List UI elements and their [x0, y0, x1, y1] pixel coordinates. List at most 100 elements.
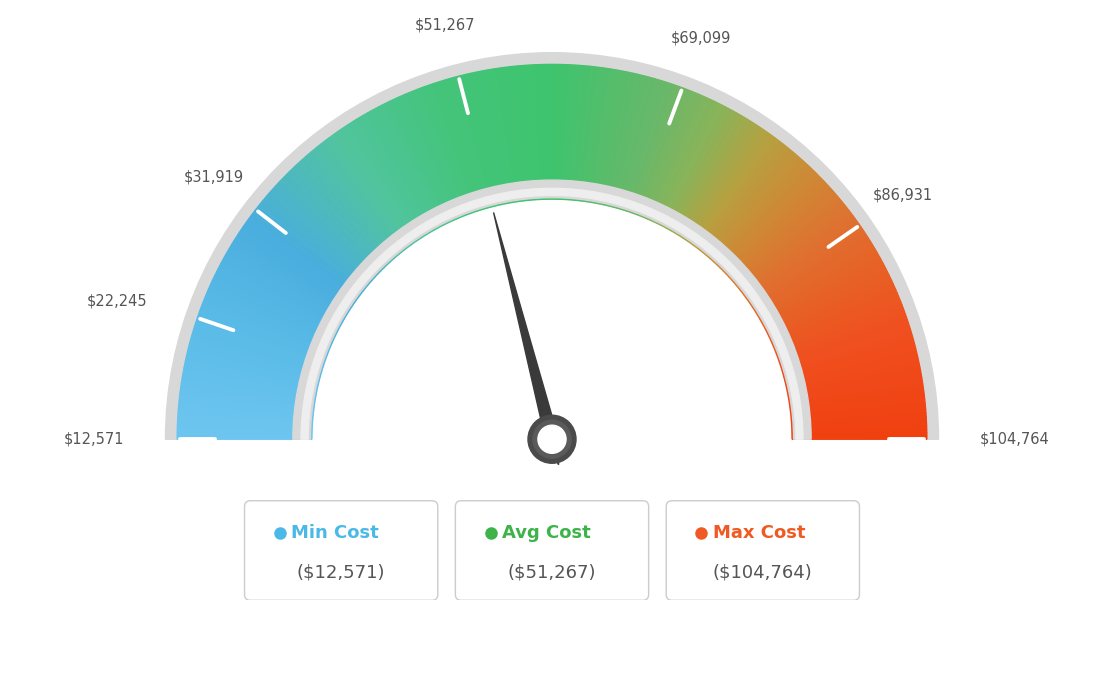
Wedge shape	[424, 86, 471, 214]
Text: $31,919: $31,919	[184, 170, 244, 185]
Wedge shape	[258, 204, 365, 290]
Wedge shape	[346, 125, 422, 239]
Wedge shape	[740, 206, 848, 291]
Wedge shape	[198, 314, 326, 361]
Wedge shape	[202, 302, 329, 353]
Wedge shape	[337, 130, 416, 243]
Wedge shape	[596, 70, 624, 204]
Wedge shape	[790, 393, 924, 412]
Wedge shape	[364, 113, 434, 231]
Wedge shape	[552, 64, 555, 199]
Wedge shape	[487, 70, 512, 203]
Wedge shape	[311, 150, 400, 255]
Wedge shape	[293, 180, 811, 440]
Wedge shape	[237, 233, 352, 308]
Wedge shape	[792, 416, 926, 426]
Text: Max Cost: Max Cost	[713, 524, 806, 542]
Wedge shape	[465, 74, 498, 206]
Wedge shape	[691, 134, 773, 245]
Wedge shape	[183, 371, 316, 397]
Wedge shape	[726, 181, 826, 275]
Wedge shape	[773, 293, 899, 347]
Wedge shape	[191, 336, 321, 375]
Circle shape	[533, 420, 571, 458]
Wedge shape	[556, 64, 562, 199]
Wedge shape	[768, 278, 892, 338]
Wedge shape	[599, 72, 630, 204]
Wedge shape	[178, 416, 312, 426]
Wedge shape	[711, 159, 803, 261]
Wedge shape	[785, 348, 916, 383]
Wedge shape	[304, 157, 394, 259]
Wedge shape	[774, 296, 900, 349]
Wedge shape	[746, 219, 857, 300]
Wedge shape	[182, 374, 316, 400]
Wedge shape	[526, 65, 538, 199]
Wedge shape	[243, 224, 355, 303]
Wedge shape	[792, 406, 925, 420]
Wedge shape	[676, 118, 747, 235]
Wedge shape	[771, 284, 894, 342]
Wedge shape	[452, 77, 490, 208]
Circle shape	[538, 425, 566, 453]
Wedge shape	[468, 73, 500, 206]
Wedge shape	[693, 136, 775, 246]
Wedge shape	[665, 108, 731, 228]
Wedge shape	[679, 121, 753, 237]
Wedge shape	[608, 75, 643, 206]
Wedge shape	[678, 119, 751, 235]
Wedge shape	[626, 83, 671, 212]
Wedge shape	[757, 246, 875, 317]
Wedge shape	[786, 355, 917, 387]
Wedge shape	[187, 352, 319, 385]
Wedge shape	[729, 186, 830, 279]
Wedge shape	[405, 93, 460, 218]
Wedge shape	[189, 342, 320, 379]
Wedge shape	[672, 115, 742, 233]
Wedge shape	[562, 65, 572, 199]
Wedge shape	[348, 123, 423, 238]
Wedge shape	[765, 266, 887, 331]
Wedge shape	[777, 308, 904, 357]
Wedge shape	[594, 70, 620, 203]
Wedge shape	[704, 150, 793, 255]
Wedge shape	[458, 76, 493, 207]
Wedge shape	[185, 358, 318, 389]
Wedge shape	[707, 152, 795, 257]
Wedge shape	[662, 107, 728, 227]
Wedge shape	[267, 193, 371, 284]
Wedge shape	[474, 72, 505, 204]
Text: $86,931: $86,931	[873, 188, 933, 203]
Wedge shape	[385, 102, 447, 224]
Wedge shape	[242, 227, 354, 305]
Wedge shape	[700, 144, 785, 251]
Wedge shape	[628, 83, 675, 213]
Wedge shape	[743, 211, 851, 295]
Wedge shape	[592, 70, 617, 203]
Wedge shape	[638, 89, 689, 216]
Wedge shape	[756, 244, 873, 315]
Wedge shape	[192, 333, 321, 373]
Wedge shape	[181, 381, 315, 404]
Wedge shape	[314, 148, 401, 254]
Wedge shape	[217, 266, 339, 331]
Wedge shape	[388, 101, 448, 224]
Wedge shape	[606, 74, 639, 206]
Wedge shape	[634, 87, 683, 215]
Wedge shape	[236, 235, 351, 310]
Wedge shape	[391, 99, 450, 222]
Polygon shape	[493, 213, 559, 441]
Wedge shape	[226, 252, 344, 321]
Wedge shape	[769, 281, 893, 339]
Wedge shape	[684, 127, 762, 240]
Wedge shape	[656, 101, 716, 224]
Wedge shape	[233, 241, 349, 314]
Wedge shape	[421, 87, 470, 215]
Wedge shape	[750, 227, 862, 305]
Wedge shape	[715, 165, 810, 265]
Wedge shape	[698, 142, 783, 250]
Wedge shape	[342, 127, 420, 240]
Wedge shape	[790, 404, 925, 418]
Wedge shape	[178, 426, 312, 433]
Wedge shape	[783, 333, 912, 373]
